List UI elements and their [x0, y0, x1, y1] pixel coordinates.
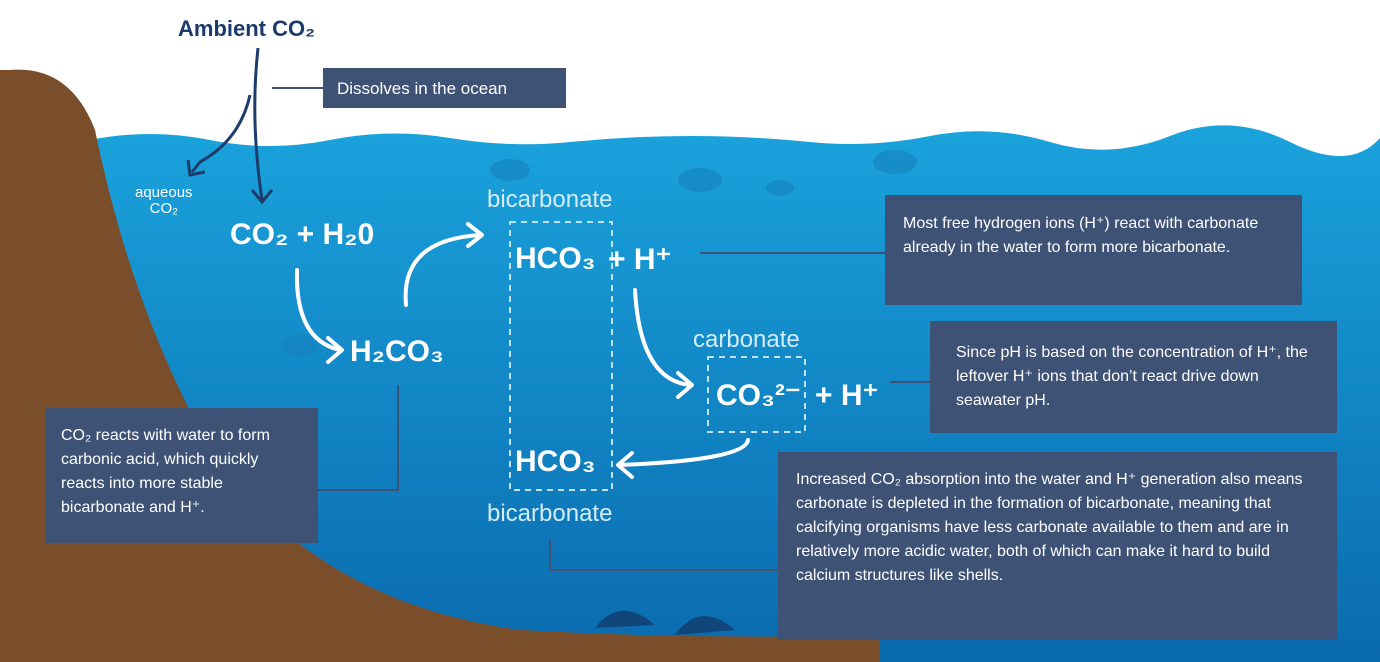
label: carbonate — [693, 326, 800, 353]
title: Ambient CO₂ — [178, 16, 315, 41]
text: CO₂ — [149, 200, 178, 217]
text: aqueous — [135, 184, 193, 201]
label: bicarbonate — [487, 186, 613, 213]
formula: H₂CO₃ — [350, 335, 444, 368]
note: Since pH is based on the concentration o… — [930, 321, 1337, 433]
shells — [595, 610, 735, 635]
dissolve-arrows — [186, 47, 274, 205]
note: Increased CO₂ absorption into the water … — [778, 452, 1337, 640]
formula: HCO₃ — [515, 242, 596, 275]
formula: + H⁺ — [608, 243, 672, 276]
formula: CO₂ + H₂0 — [230, 218, 375, 251]
dashed-groups — [509, 221, 806, 491]
reaction-arrows — [294, 222, 750, 479]
connectors — [272, 87, 930, 571]
formula: CO₃²⁻ — [716, 379, 801, 412]
note: CO₂ reacts with water to form carbonic a… — [45, 408, 318, 543]
note: Dissolves in the ocean — [323, 68, 566, 108]
note: Most free hydrogen ions (H⁺) react with … — [885, 195, 1302, 305]
formula: + H⁺ — [815, 379, 879, 412]
label: bicarbonate — [487, 500, 613, 527]
aqueous-label: aqueous CO₂ — [135, 185, 193, 217]
formula: HCO₃ — [515, 445, 596, 478]
